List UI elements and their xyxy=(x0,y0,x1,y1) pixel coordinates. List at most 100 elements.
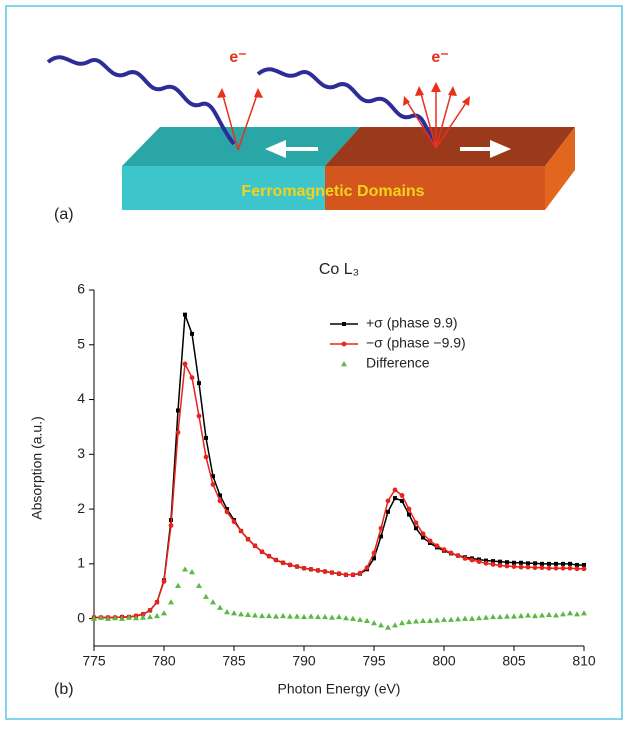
domain-top-left xyxy=(122,127,360,166)
data-point xyxy=(511,564,517,569)
data-point xyxy=(190,331,194,336)
data-point xyxy=(126,614,132,620)
y-axis-label: Absorption (a.u.) xyxy=(29,416,45,520)
photon-wave xyxy=(256,67,438,148)
data-point xyxy=(539,565,545,571)
data-point xyxy=(546,611,552,617)
data-point xyxy=(504,613,510,619)
data-point xyxy=(161,578,167,584)
data-point xyxy=(322,613,328,620)
data-point xyxy=(294,613,300,619)
x-tick-label: 805 xyxy=(502,653,526,669)
data-point xyxy=(525,612,531,618)
legend-marker xyxy=(341,341,347,347)
data-point xyxy=(322,569,328,574)
data-point xyxy=(413,520,419,526)
data-point xyxy=(350,572,356,578)
data-point xyxy=(483,614,489,620)
data-point xyxy=(560,611,566,617)
data-point xyxy=(225,507,229,512)
frame xyxy=(5,5,623,720)
data-point xyxy=(462,615,468,621)
data-point xyxy=(204,435,208,440)
data-point xyxy=(400,498,404,503)
data-point xyxy=(582,562,586,567)
photon-wave xyxy=(46,55,236,146)
data-point xyxy=(448,616,454,622)
data-point xyxy=(210,599,216,605)
data-point xyxy=(161,610,167,616)
data-point xyxy=(301,613,307,620)
data-point xyxy=(280,612,286,619)
chart-title: Co L₃ xyxy=(319,261,359,278)
data-point xyxy=(329,570,335,576)
data-point xyxy=(392,487,398,493)
data-point xyxy=(343,572,349,578)
data-point xyxy=(448,550,454,556)
data-point xyxy=(392,622,398,628)
data-point xyxy=(421,535,425,540)
data-point xyxy=(546,565,552,571)
data-point xyxy=(581,566,587,572)
data-point xyxy=(364,565,370,571)
data-point xyxy=(105,615,111,621)
data-point xyxy=(203,454,209,460)
data-point xyxy=(266,553,272,559)
data-point xyxy=(406,618,412,625)
data-point xyxy=(406,506,412,512)
magnetization-arrow xyxy=(264,139,318,159)
data-point xyxy=(175,430,181,435)
data-point xyxy=(176,408,180,413)
data-point xyxy=(357,616,363,622)
data-point xyxy=(308,613,314,619)
x-axis-label: Photon Energy (eV) xyxy=(278,681,401,697)
magnetization-arrow xyxy=(460,139,512,159)
data-point xyxy=(497,563,503,568)
data-point xyxy=(287,613,293,619)
y-tick-label: 3 xyxy=(77,445,85,461)
electron-arrows xyxy=(221,86,469,151)
data-point xyxy=(238,611,244,617)
data-point xyxy=(217,498,223,504)
data-point xyxy=(140,611,146,617)
data-point xyxy=(301,565,307,571)
domain-front-left xyxy=(122,166,325,210)
data-point xyxy=(540,561,544,566)
data-point xyxy=(252,612,258,618)
x-tick-label: 810 xyxy=(572,653,596,669)
data-point xyxy=(547,561,551,566)
data-point xyxy=(364,617,370,624)
data-point xyxy=(532,612,538,619)
data-point xyxy=(567,565,573,571)
data-point xyxy=(414,526,418,531)
data-point xyxy=(308,566,314,572)
domain-label: Ferromagnetic Domains xyxy=(241,183,424,200)
x-tick-label: 775 xyxy=(82,653,106,669)
data-point xyxy=(218,493,222,498)
data-point xyxy=(560,565,566,571)
data-point xyxy=(372,556,376,561)
data-point xyxy=(490,613,496,620)
domain-front-right xyxy=(325,166,545,210)
data-point xyxy=(378,622,384,628)
data-point xyxy=(154,599,160,605)
x-tick-label: 785 xyxy=(222,653,246,669)
data-point xyxy=(168,599,174,605)
legend-marker xyxy=(342,322,346,326)
panel-label: (b) xyxy=(54,681,74,698)
data-point xyxy=(533,561,537,566)
data-point xyxy=(196,582,202,588)
panel-label: (a) xyxy=(54,206,74,223)
data-point xyxy=(526,561,530,566)
data-point xyxy=(147,613,153,620)
data-point xyxy=(427,538,433,544)
data-point xyxy=(168,523,174,528)
data-point xyxy=(91,615,97,621)
data-point xyxy=(490,561,496,567)
data-point xyxy=(455,616,461,622)
data-point xyxy=(574,611,580,617)
data-point xyxy=(567,610,573,616)
x-tick-label: 795 xyxy=(362,653,386,669)
data-point xyxy=(407,512,411,517)
data-point xyxy=(553,565,559,571)
